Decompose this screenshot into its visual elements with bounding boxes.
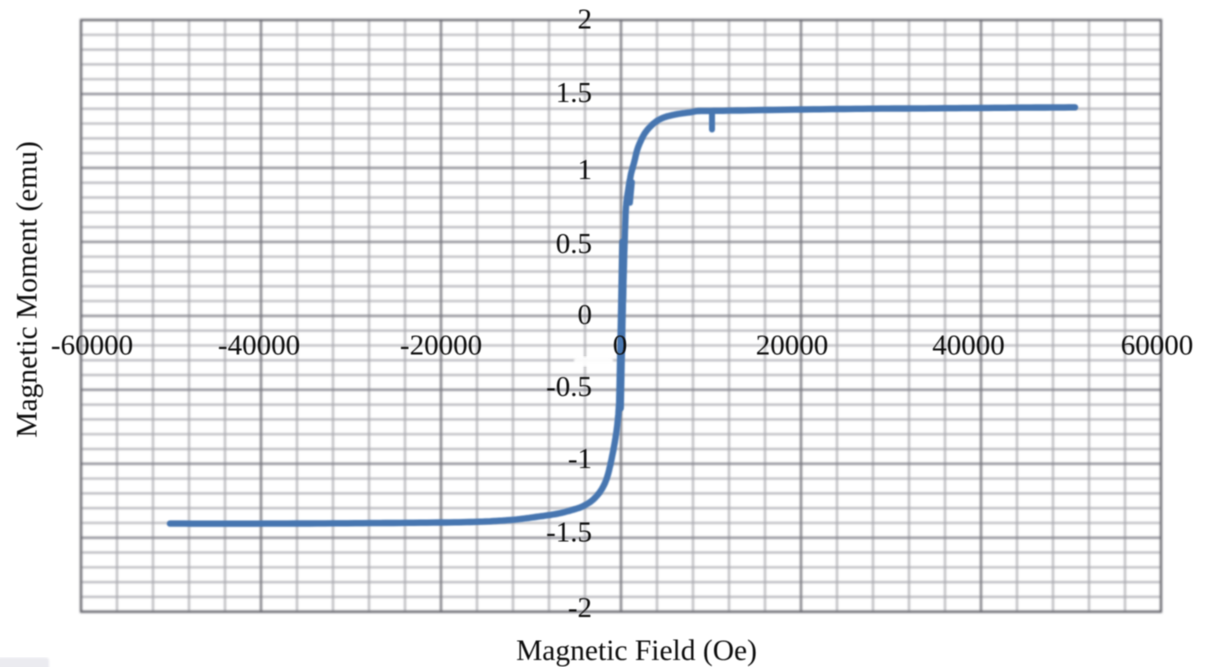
svg-text:40000: 40000 (932, 330, 1005, 362)
svg-text:1: 1 (578, 154, 593, 186)
svg-text:-2: -2 (568, 592, 592, 624)
svg-text:-20000: -20000 (400, 330, 482, 362)
svg-text:1.5: 1.5 (556, 77, 592, 109)
svg-text:-0.5: -0.5 (546, 371, 592, 403)
svg-text:-40000: -40000 (218, 330, 300, 362)
svg-text:Magnetic Moment (emu): Magnetic Moment (emu) (12, 141, 44, 438)
svg-text:0: 0 (578, 299, 593, 331)
svg-text:2: 2 (578, 4, 593, 36)
svg-text:-1.5: -1.5 (546, 517, 592, 549)
svg-text:-60000: -60000 (51, 330, 133, 362)
svg-text:60000: 60000 (1121, 330, 1194, 362)
svg-text:0: 0 (613, 330, 628, 362)
svg-text:20000: 20000 (756, 330, 829, 362)
svg-text:Magnetic Field (Oe): Magnetic Field (Oe) (516, 635, 757, 667)
svg-text:-1: -1 (568, 443, 592, 475)
svg-text:0.5: 0.5 (556, 228, 592, 260)
